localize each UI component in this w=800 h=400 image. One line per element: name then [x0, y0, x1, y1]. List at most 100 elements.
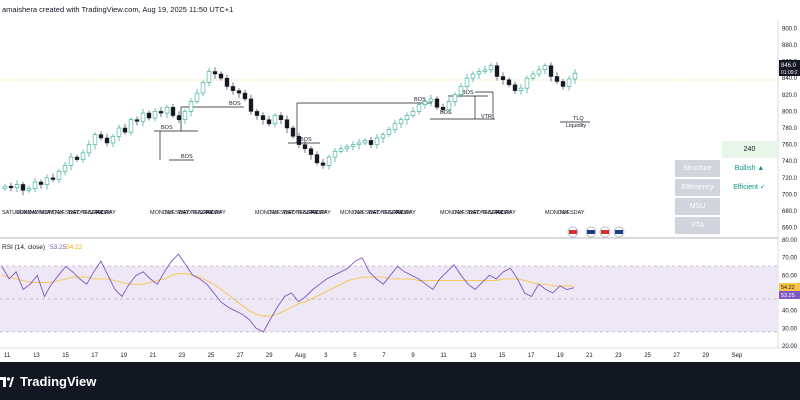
candle-body	[476, 71, 482, 75]
bos-label-3: BOS	[229, 101, 241, 107]
tradingview-logo[interactable]: TradingView	[0, 374, 96, 389]
bos-label-4: BOS	[300, 137, 312, 143]
candle-body	[194, 92, 200, 102]
day-label: WEDNESDAY	[283, 210, 318, 216]
day-label: TUESDAY	[559, 210, 585, 216]
candle-body	[308, 148, 314, 155]
bos-label-5: BOS	[414, 97, 426, 103]
candle-body	[554, 76, 560, 82]
candle-body	[392, 123, 398, 130]
price-tick: 700.0	[782, 192, 798, 198]
day-label: TUESDAY	[354, 210, 380, 216]
candle-body	[278, 115, 284, 120]
time-tick: 23	[615, 353, 622, 359]
day-label: WEDNESDAY	[468, 210, 503, 216]
candle-body	[560, 81, 566, 87]
candle-body	[458, 86, 464, 96]
time-tick: 5	[353, 353, 357, 359]
candle-body	[470, 73, 476, 79]
time-tick: 21	[150, 353, 157, 359]
time-tick: 3	[324, 353, 328, 359]
candle-body	[230, 86, 236, 91]
price-tick: 840.0	[782, 76, 798, 82]
chart-canvas[interactable]: BOS BOS BOS BOS BOS BOS BOS VTR TLQ Liqu…	[0, 0, 800, 362]
time-tick: 23	[179, 353, 186, 359]
candle-body	[416, 104, 422, 112]
flag-stripe-2	[587, 230, 595, 234]
day-label: MONDAY	[40, 210, 64, 216]
day-label: FRIDAY	[96, 210, 116, 216]
last-price-tag	[779, 60, 800, 76]
day-label: FRIDAY	[496, 210, 516, 216]
candle-body	[272, 115, 278, 125]
candle-body	[152, 111, 158, 119]
time-tick: 17	[528, 353, 535, 359]
bos-label-6: BOS	[462, 90, 474, 96]
day-label: WEDNESDAY	[68, 210, 103, 216]
candle-body	[224, 77, 230, 87]
time-tick: 15	[499, 353, 506, 359]
candle-body	[56, 170, 62, 180]
candle-body	[374, 137, 380, 145]
table-label-efficiency: Effeciency	[675, 179, 720, 196]
rsi-axis: 80.00 70.00 60.00 40.00 30.00 20.00	[782, 238, 798, 350]
day-label: FRIDAY	[206, 210, 226, 216]
candle-body	[356, 142, 362, 145]
day-label: SUNDAY	[16, 210, 39, 216]
time-tick: 27	[237, 353, 244, 359]
day-label: MONDAY	[255, 210, 279, 216]
tlq-label: TLQ	[573, 116, 584, 122]
price-tick: 780.0	[782, 126, 798, 132]
rsi-tick: 40.00	[782, 309, 798, 315]
candle-body	[326, 156, 332, 166]
candle-body	[398, 119, 404, 125]
candle-body	[236, 90, 242, 94]
candle-body	[32, 181, 38, 189]
candle-body	[200, 82, 206, 94]
candle-body	[248, 98, 254, 112]
candle-body	[254, 111, 260, 116]
liquidity-label: Liquidity	[566, 123, 586, 129]
candle-body	[8, 185, 14, 189]
candle-body	[38, 181, 44, 185]
candle-body	[284, 119, 290, 129]
candle-body	[482, 69, 488, 72]
rsi-ma-line	[1, 273, 574, 317]
day-label: WEDNESDAY	[368, 210, 403, 216]
time-tick: 19	[120, 353, 127, 359]
day-label: MONDAY	[150, 210, 174, 216]
candle-body	[212, 71, 218, 75]
day-label: TUESDAY	[164, 210, 190, 216]
rsi-legend-value: 53.25	[50, 244, 67, 251]
candle-body	[218, 73, 224, 79]
rsi-ma-tag	[779, 283, 800, 291]
day-label: THURSDAY	[382, 210, 412, 216]
day-label: THURSDAY	[192, 210, 222, 216]
day-labels: SATURDAYSUNDAYMONDAYMONDAYTUESDAYWEDNESD…	[2, 210, 585, 216]
day-label: THURSDAY	[297, 210, 327, 216]
candle-body	[110, 136, 116, 144]
price-tick: 800.0	[782, 109, 798, 115]
table-value-vta	[722, 217, 777, 234]
candle-body	[512, 84, 518, 91]
day-label: FRIDAY	[396, 210, 416, 216]
time-tick: 25	[644, 353, 651, 359]
table-value-msu	[722, 198, 777, 215]
candle-body	[452, 94, 458, 102]
bos-label-1: BOS	[161, 125, 173, 131]
rsi-line	[1, 253, 575, 333]
candle-body	[506, 79, 512, 86]
candle-body	[434, 98, 440, 108]
time-tick: 9	[411, 353, 415, 359]
day-label: SATURDAY	[2, 210, 31, 216]
price-tick: 880.0	[782, 43, 798, 49]
candle-body	[524, 77, 530, 89]
table-label-structure: Structure	[675, 160, 720, 177]
time-tick: 17	[91, 353, 98, 359]
candle-body	[68, 156, 74, 166]
flag-stripe-1	[569, 230, 577, 234]
day-label: MONDAY	[30, 210, 54, 216]
candle-body	[530, 73, 536, 79]
candle-body	[404, 115, 410, 120]
day-label: TUESDAY	[454, 210, 480, 216]
